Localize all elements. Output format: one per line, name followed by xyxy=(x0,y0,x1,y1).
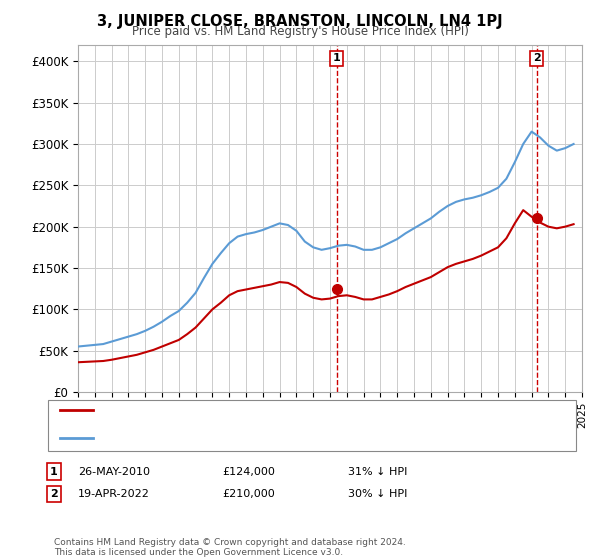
Text: 19-APR-2022: 19-APR-2022 xyxy=(78,489,150,499)
Text: £210,000: £210,000 xyxy=(222,489,275,499)
Text: £124,000: £124,000 xyxy=(222,466,275,477)
Text: HPI: Average price, detached house, North Kesteven: HPI: Average price, detached house, Nort… xyxy=(97,433,370,443)
Text: 1: 1 xyxy=(50,466,58,477)
Text: 31% ↓ HPI: 31% ↓ HPI xyxy=(348,466,407,477)
Text: 2: 2 xyxy=(50,489,58,499)
Text: 26-MAY-2010: 26-MAY-2010 xyxy=(78,466,150,477)
Text: 1: 1 xyxy=(333,54,341,63)
Text: Price paid vs. HM Land Registry's House Price Index (HPI): Price paid vs. HM Land Registry's House … xyxy=(131,25,469,38)
Text: Contains HM Land Registry data © Crown copyright and database right 2024.
This d: Contains HM Land Registry data © Crown c… xyxy=(54,538,406,557)
Text: 30% ↓ HPI: 30% ↓ HPI xyxy=(348,489,407,499)
Text: 3, JUNIPER CLOSE, BRANSTON, LINCOLN, LN4 1PJ (detached house): 3, JUNIPER CLOSE, BRANSTON, LINCOLN, LN4… xyxy=(97,405,446,415)
Text: 2: 2 xyxy=(533,54,541,63)
Text: 3, JUNIPER CLOSE, BRANSTON, LINCOLN, LN4 1PJ: 3, JUNIPER CLOSE, BRANSTON, LINCOLN, LN4… xyxy=(97,14,503,29)
